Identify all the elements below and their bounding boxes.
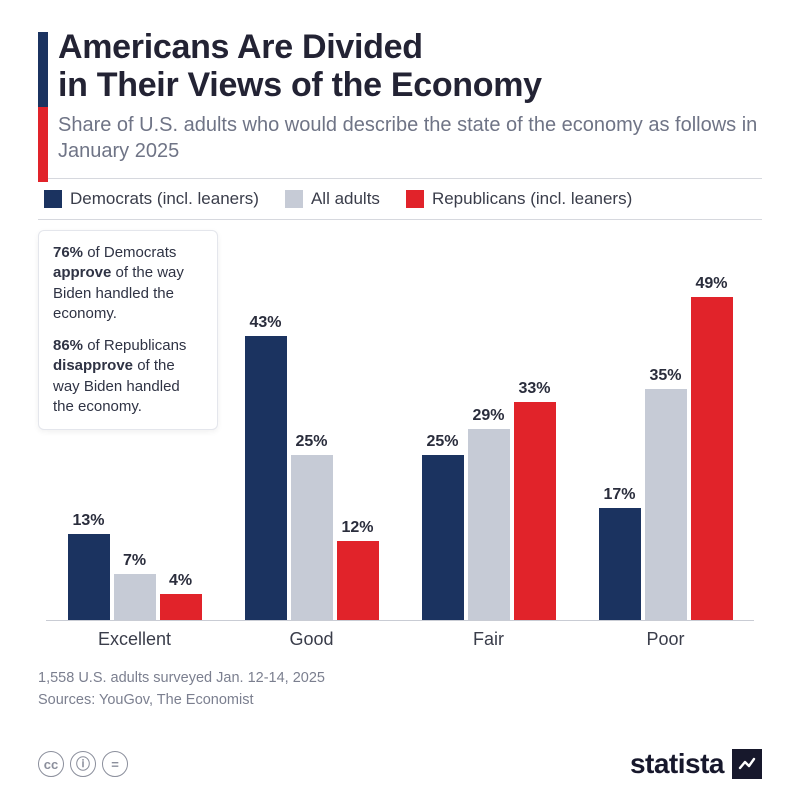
bar-value-label: 7% [123,552,146,570]
bar [645,389,687,620]
legend-label: Democrats (incl. leaners) [70,189,259,209]
bar-column: 33% [514,380,556,620]
footnote-sources: Sources: YouGov, The Economist [38,690,762,712]
brand-logo: statista [630,748,762,780]
header: Americans Are Divided in Their Views of … [38,28,762,164]
footnote-sample: 1,558 U.S. adults surveyed Jan. 12-14, 2… [38,668,762,690]
bar-column: 35% [645,367,687,620]
footnotes: 1,558 U.S. adults surveyed Jan. 12-14, 2… [38,668,762,712]
legend-item-republicans: Republicans (incl. leaners) [406,189,632,209]
bar-cluster: 17% 35% 49% [577,261,754,621]
accent-top [38,32,48,107]
bar-cluster: 25% 29% 33% [400,261,577,621]
bar-value-label: 12% [341,519,373,537]
category-label: Poor [646,629,684,650]
legend-label: Republicans (incl. leaners) [432,189,632,209]
bar-value-label: 33% [518,380,550,398]
swatch-democrats [44,190,62,208]
bar-column: 4% [160,572,202,620]
bar [468,429,510,620]
category-label: Excellent [98,629,171,650]
bar [691,297,733,620]
bar-value-label: 43% [249,314,281,332]
bar-value-label: 25% [295,433,327,451]
bar [337,541,379,620]
bar [514,402,556,620]
bar [245,336,287,620]
bar-column: 43% [245,314,287,620]
bar-group: 17% 35% 49% Poor [577,261,754,650]
bar [291,455,333,620]
bar-group: 43% 25% 12% Good [223,261,400,650]
bar [68,534,110,620]
bar-column: 13% [68,512,110,620]
bar [422,455,464,620]
legend-item-democrats: Democrats (incl. leaners) [44,189,259,209]
accent-bottom [38,107,48,182]
bar [160,594,202,620]
bar-group: 13% 7% 4% Excellent [46,261,223,650]
legend-label: All adults [311,189,380,209]
bar-cluster: 43% 25% 12% [223,261,400,621]
bar-cluster: 13% 7% 4% [46,261,223,621]
legend-item-all: All adults [285,189,380,209]
bar-value-label: 13% [72,512,104,530]
bar [114,574,156,620]
cc-nd-icon: = [102,751,128,777]
category-label: Good [289,629,333,650]
bar-value-label: 29% [472,407,504,425]
bar-column: 29% [468,407,510,620]
bar-column: 25% [422,433,464,620]
subtitle: Share of U.S. adults who would describe … [58,112,762,164]
bar-chart: 13% 7% 4% Excellent 43% 25% 12% Good 25% 29% 33% Fa… [38,250,762,650]
brand-text: statista [630,748,724,780]
title-line-2: in Their Views of the Economy [58,66,542,104]
bar-group: 25% 29% 33% Fair [400,261,577,650]
bar-value-label: 17% [603,486,635,504]
bar-value-label: 49% [695,275,727,293]
cc-icon: cc [38,751,64,777]
accent-bar [38,32,48,182]
bar-value-label: 35% [649,367,681,385]
bar-column: 25% [291,433,333,620]
title-line-1: Americans Are Divided [58,28,423,66]
bar-column: 12% [337,519,379,620]
bar [599,508,641,620]
brand-mark-icon [732,749,762,779]
footer: cc ⓘ = statista [38,748,762,780]
cc-license: cc ⓘ = [38,751,128,777]
bar-column: 49% [691,275,733,620]
cc-by-icon: ⓘ [70,751,96,777]
bar-value-label: 4% [169,572,192,590]
swatch-all [285,190,303,208]
page-title: Americans Are Divided in Their Views of … [58,28,762,104]
bar-value-label: 25% [426,433,458,451]
category-label: Fair [473,629,504,650]
swatch-republicans [406,190,424,208]
bar-column: 17% [599,486,641,620]
legend: Democrats (incl. leaners) All adults Rep… [38,178,762,220]
bar-column: 7% [114,552,156,620]
chart-area: 76% of Democrats approve of the way Bide… [38,230,762,650]
